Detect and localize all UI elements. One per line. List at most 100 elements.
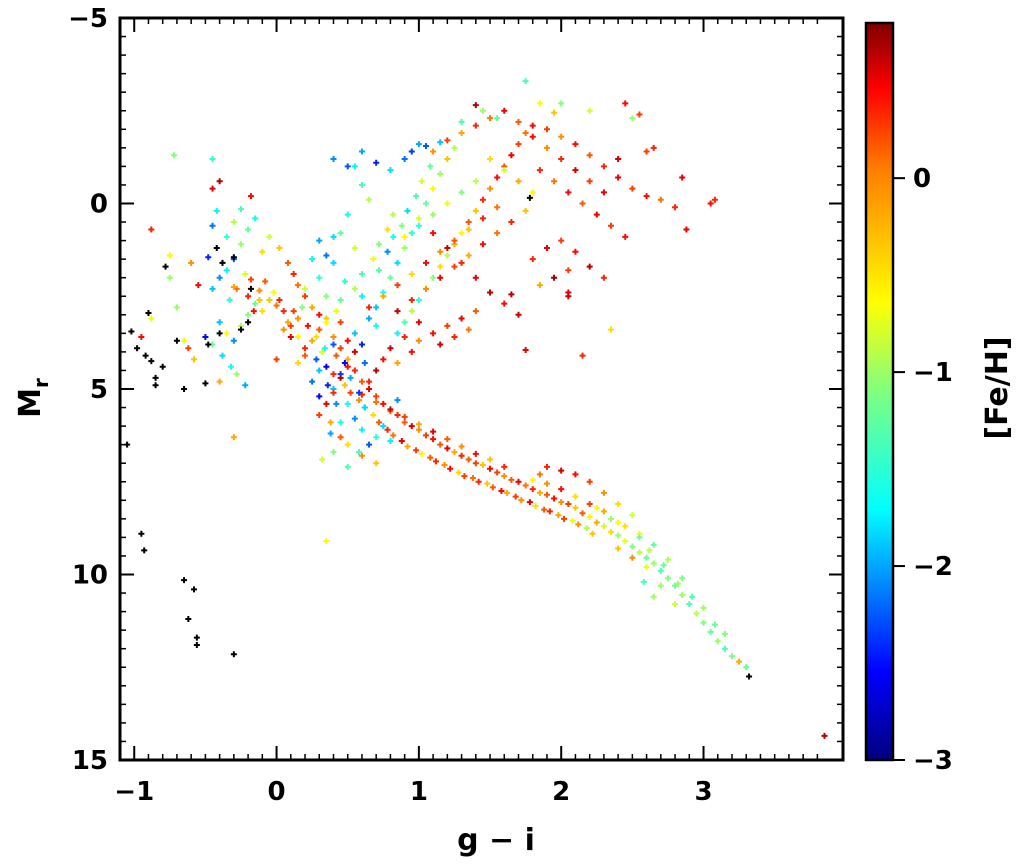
data-point: [572, 493, 579, 500]
data-point: [415, 421, 422, 428]
data-point: [333, 308, 340, 315]
data-point: [472, 178, 479, 185]
data-point: [674, 580, 681, 587]
data-point: [636, 111, 643, 118]
data-point: [330, 233, 337, 240]
data-point: [387, 437, 394, 444]
data-point: [469, 475, 476, 482]
data-point: [444, 252, 451, 259]
data-point: [330, 449, 337, 456]
data-point: [479, 462, 486, 469]
data-point: [344, 463, 351, 470]
data-point: [728, 653, 735, 660]
plot-frame: [118, 16, 845, 762]
data-point: [679, 575, 686, 582]
data-point: [707, 629, 714, 636]
data-point: [280, 308, 287, 315]
data-point: [330, 341, 337, 348]
data-point: [294, 282, 301, 289]
data-point: [437, 274, 444, 281]
data-point: [276, 245, 283, 252]
data-point: [134, 345, 141, 352]
data-point: [316, 311, 323, 318]
data-point: [543, 144, 550, 151]
data-point: [358, 148, 365, 155]
data-point: [430, 230, 437, 237]
data-point: [555, 512, 562, 519]
data-point: [173, 304, 180, 311]
data-point: [387, 274, 394, 281]
data-point: [589, 530, 596, 537]
data-point: [522, 482, 529, 489]
data-point: [366, 441, 373, 448]
data-point: [561, 515, 568, 522]
data-point: [284, 259, 291, 266]
data-point: [437, 341, 444, 348]
data-point: [451, 263, 458, 270]
data-point: [337, 319, 344, 326]
data-point: [679, 591, 686, 598]
data-point: [536, 471, 543, 478]
data-point: [636, 534, 643, 541]
data-point: [700, 619, 707, 626]
data-point: [465, 219, 472, 226]
data-point: [219, 352, 226, 359]
x-axis-title: g − i: [457, 823, 535, 858]
data-point: [586, 263, 593, 270]
data-point: [615, 545, 622, 552]
data-point: [226, 296, 233, 303]
data-point: [316, 367, 323, 374]
data-point: [358, 270, 365, 277]
data-point: [422, 142, 429, 149]
data-point: [558, 155, 565, 162]
data-point: [487, 465, 494, 472]
y-axis-title: Mr: [13, 378, 53, 418]
data-point: [302, 285, 309, 292]
data-point: [323, 319, 330, 326]
data-point: [700, 604, 707, 611]
data-point: [543, 480, 550, 487]
data-point: [579, 510, 586, 517]
data-point: [422, 200, 429, 207]
data-point: [173, 337, 180, 344]
data-point: [387, 406, 394, 413]
x-tick-label: 1: [410, 777, 428, 807]
data-point: [479, 107, 486, 114]
data-point: [401, 233, 408, 240]
data-point: [558, 100, 565, 107]
data-point: [351, 285, 358, 292]
colorbar-title: [Fe/H]: [980, 336, 1015, 439]
data-point: [558, 467, 565, 474]
data-point: [479, 196, 486, 203]
data-point: [256, 287, 263, 294]
data-point: [575, 521, 582, 528]
data-point: [216, 319, 223, 326]
data-point: [615, 174, 622, 181]
data-point: [427, 163, 434, 170]
data-point: [270, 289, 277, 296]
data-point: [487, 456, 494, 463]
data-point: [447, 465, 454, 472]
data-point: [195, 282, 202, 289]
data-point: [430, 185, 437, 192]
data-point: [565, 267, 572, 274]
data-point: [376, 267, 383, 274]
data-point: [586, 478, 593, 485]
data-point: [247, 285, 254, 292]
data-point: [646, 547, 653, 554]
data-point: [181, 337, 188, 344]
data-point: [536, 167, 543, 174]
data-point: [245, 226, 252, 233]
data-point: [358, 293, 365, 300]
data-point: [451, 334, 458, 341]
data-point: [193, 641, 200, 648]
data-point: [472, 450, 479, 457]
data-point: [148, 315, 155, 322]
data-point: [344, 211, 351, 218]
data-point: [504, 489, 511, 496]
data-point: [529, 133, 536, 140]
data-point: [191, 586, 198, 593]
data-point: [650, 593, 657, 600]
data-point: [672, 601, 679, 608]
data-point: [138, 334, 145, 341]
